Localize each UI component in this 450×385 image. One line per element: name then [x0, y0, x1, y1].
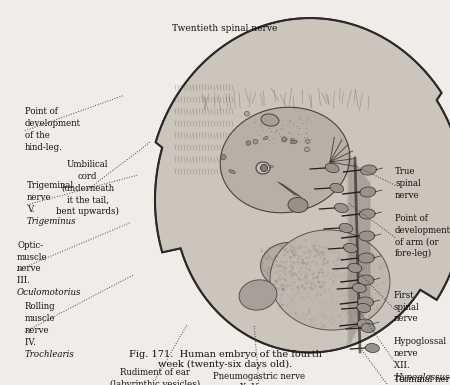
Text: nerve: nerve — [27, 193, 52, 202]
Text: nerve: nerve — [17, 264, 42, 273]
Text: Oculomotorius: Oculomotorius — [17, 288, 81, 297]
Ellipse shape — [306, 139, 310, 143]
Ellipse shape — [357, 319, 373, 329]
Text: nerve: nerve — [25, 326, 50, 335]
Ellipse shape — [256, 162, 270, 174]
Ellipse shape — [290, 139, 294, 141]
Ellipse shape — [290, 140, 297, 144]
Text: Trochlearis: Trochlearis — [25, 350, 75, 359]
Text: Twentieth spinal nerve: Twentieth spinal nerve — [172, 24, 278, 33]
Text: Fig. 171.  Human embryo of the fourth
week (twenty-six days old).: Fig. 171. Human embryo of the fourth wee… — [129, 350, 321, 369]
Ellipse shape — [343, 243, 357, 253]
Text: Terminal nerve: Terminal nerve — [394, 375, 450, 384]
Text: development: development — [395, 226, 450, 234]
Text: hind-leg.: hind-leg. — [25, 143, 63, 152]
Ellipse shape — [261, 164, 267, 171]
Text: spinal: spinal — [394, 303, 419, 311]
Ellipse shape — [288, 198, 308, 213]
Ellipse shape — [359, 231, 375, 241]
Ellipse shape — [359, 209, 375, 219]
Ellipse shape — [220, 107, 350, 213]
Text: it the tail,: it the tail, — [67, 196, 109, 204]
Text: fore-leg): fore-leg) — [395, 249, 432, 258]
Ellipse shape — [261, 243, 315, 288]
Ellipse shape — [261, 114, 279, 126]
Text: cord: cord — [78, 172, 98, 181]
Polygon shape — [155, 18, 450, 352]
Text: Pneumogastric nerve: Pneumogastric nerve — [213, 372, 305, 380]
Ellipse shape — [305, 147, 310, 152]
Text: bent upwards): bent upwards) — [56, 207, 119, 216]
Ellipse shape — [360, 187, 376, 197]
Ellipse shape — [357, 303, 371, 313]
Text: nerve: nerve — [394, 315, 418, 323]
Text: True: True — [395, 167, 416, 176]
Text: XII.: XII. — [394, 361, 412, 370]
Ellipse shape — [339, 223, 353, 233]
Ellipse shape — [229, 170, 235, 174]
Text: muscle: muscle — [25, 314, 55, 323]
Ellipse shape — [264, 137, 268, 140]
Ellipse shape — [334, 203, 348, 213]
Ellipse shape — [358, 253, 374, 263]
Text: X. Vagus: X. Vagus — [240, 383, 278, 385]
Text: Point of: Point of — [25, 107, 58, 116]
Ellipse shape — [270, 230, 390, 330]
Text: Rudiment of ear: Rudiment of ear — [120, 368, 190, 377]
Ellipse shape — [330, 183, 344, 193]
Ellipse shape — [246, 141, 251, 146]
Text: Umbilical: Umbilical — [67, 160, 108, 169]
Text: nerve: nerve — [395, 191, 420, 200]
Text: spinal: spinal — [395, 179, 421, 188]
Text: (labyrinthic vesicles): (labyrinthic vesicles) — [110, 380, 200, 385]
Text: Hypoglossus: Hypoglossus — [394, 373, 449, 382]
Text: muscle: muscle — [17, 253, 48, 261]
Ellipse shape — [358, 297, 373, 307]
Text: of the: of the — [25, 131, 50, 140]
Ellipse shape — [361, 323, 375, 333]
Text: of arm (or: of arm (or — [395, 238, 439, 246]
Text: Point of: Point of — [395, 214, 428, 223]
Text: IV.: IV. — [25, 338, 38, 347]
Text: Hypoglossal: Hypoglossal — [394, 337, 447, 346]
Text: development: development — [25, 119, 81, 128]
Text: V.: V. — [27, 205, 37, 214]
Text: (underneath: (underneath — [61, 184, 114, 192]
Text: Trigeminal: Trigeminal — [27, 181, 74, 190]
Ellipse shape — [239, 280, 277, 310]
Ellipse shape — [325, 163, 339, 173]
Text: Trigeminus: Trigeminus — [27, 217, 76, 226]
Text: Optic-: Optic- — [17, 241, 43, 249]
Ellipse shape — [244, 111, 249, 116]
Ellipse shape — [365, 343, 379, 353]
Ellipse shape — [221, 154, 226, 160]
Text: Rolling: Rolling — [25, 302, 55, 311]
Ellipse shape — [360, 165, 377, 175]
Text: First: First — [394, 291, 414, 300]
Ellipse shape — [348, 263, 362, 273]
Ellipse shape — [282, 137, 287, 142]
Ellipse shape — [267, 166, 273, 168]
Ellipse shape — [352, 283, 366, 293]
Ellipse shape — [253, 139, 258, 144]
Ellipse shape — [358, 275, 374, 285]
Text: III.: III. — [17, 276, 33, 285]
Text: nerve: nerve — [394, 349, 418, 358]
